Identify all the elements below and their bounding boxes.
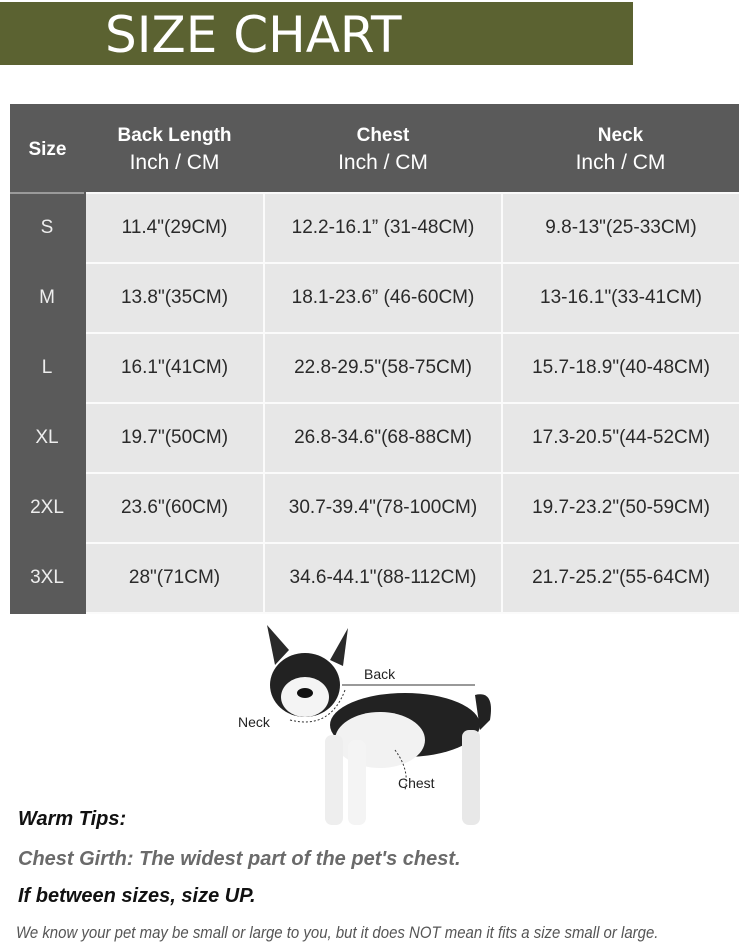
chest-label: Chest	[398, 775, 435, 791]
chest-cell: 22.8-29.5"(58-75CM)	[263, 332, 503, 404]
header-neck: Neck Inch / CM	[502, 104, 739, 193]
chest-cell: 34.6-44.1"(88-112CM)	[263, 542, 503, 614]
table-row: XL 19.7"(50CM) 26.8-34.6"(68-88CM) 17.3-20.…	[10, 402, 739, 474]
size-cell: 3XL	[10, 542, 86, 614]
chest-cell: 26.8-34.6"(68-88CM)	[263, 402, 503, 474]
title-bar: SIZE CHART	[0, 2, 633, 65]
header-chest: Chest Inch / CM	[264, 104, 502, 193]
chest-cell: 18.1-23.6” (46-60CM)	[263, 262, 503, 334]
neck-cell: 13-16.1"(33-41CM)	[501, 262, 739, 334]
page-title: SIZE CHART	[105, 6, 402, 64]
size-cell: XL	[10, 402, 86, 474]
back-length-cell: 19.7"(50CM)	[84, 402, 265, 474]
back-length-cell: 28"(71CM)	[84, 542, 265, 614]
chest-cell: 12.2-16.1” (31-48CM)	[263, 192, 503, 264]
dog-illustration	[267, 625, 491, 825]
neck-cell: 19.7-23.2"(50-59CM)	[501, 472, 739, 544]
table-row: 2XL 23.6"(60CM) 30.7-39.4"(78-100CM) 19.7-2…	[10, 472, 739, 544]
size-cell: S	[10, 192, 86, 264]
neck-label: Neck	[238, 714, 271, 730]
header-row: Size Back Length Inch / CM Chest Inch / CM…	[10, 104, 739, 193]
size-cell: L	[10, 332, 86, 404]
back-label: Back	[364, 666, 396, 682]
table-row: S 11.4"(29CM) 12.2-16.1” (31-48CM) 9.8-13"(…	[10, 192, 739, 264]
size-cell: M	[10, 262, 86, 334]
back-length-cell: 13.8"(35CM)	[84, 262, 265, 334]
neck-cell: 21.7-25.2"(55-64CM)	[501, 542, 739, 614]
header-back-length: Back Length Inch / CM	[85, 104, 264, 193]
neck-cell: 17.3-20.5"(44-52CM)	[501, 402, 739, 474]
table-row: 3XL 28"(71CM) 34.6-44.1"(88-112CM) 21.7-25.…	[10, 542, 739, 614]
size-table: Size Back Length Inch / CM Chest Inch / CM…	[10, 104, 739, 614]
dog-measurement-diagram: Back Neck Chest	[238, 625, 491, 825]
table-row: M 13.8"(35CM) 18.1-23.6” (46-60CM) 13-16.1"…	[10, 262, 739, 334]
chest-cell: 30.7-39.4"(78-100CM)	[263, 472, 503, 544]
size-note: We know your pet may be small or large t…	[16, 923, 659, 942]
back-length-cell: 11.4"(29CM)	[84, 192, 265, 264]
back-length-cell: 16.1"(41CM)	[84, 332, 265, 404]
warm-tips-heading: Warm Tips:	[18, 808, 127, 830]
size-cell: 2XL	[10, 472, 86, 544]
table-row: L 16.1"(41CM) 22.8-29.5"(58-75CM) 15.7-18.9…	[10, 332, 739, 404]
back-length-cell: 23.6"(60CM)	[84, 472, 265, 544]
size-up-tip: If between sizes, size UP.	[18, 885, 256, 907]
neck-cell: 15.7-18.9"(40-48CM)	[501, 332, 739, 404]
header-size: Size	[10, 104, 85, 193]
chest-girth-tip: Chest Girth: The widest part of the pet'…	[18, 848, 461, 870]
neck-cell: 9.8-13"(25-33CM)	[501, 192, 739, 264]
